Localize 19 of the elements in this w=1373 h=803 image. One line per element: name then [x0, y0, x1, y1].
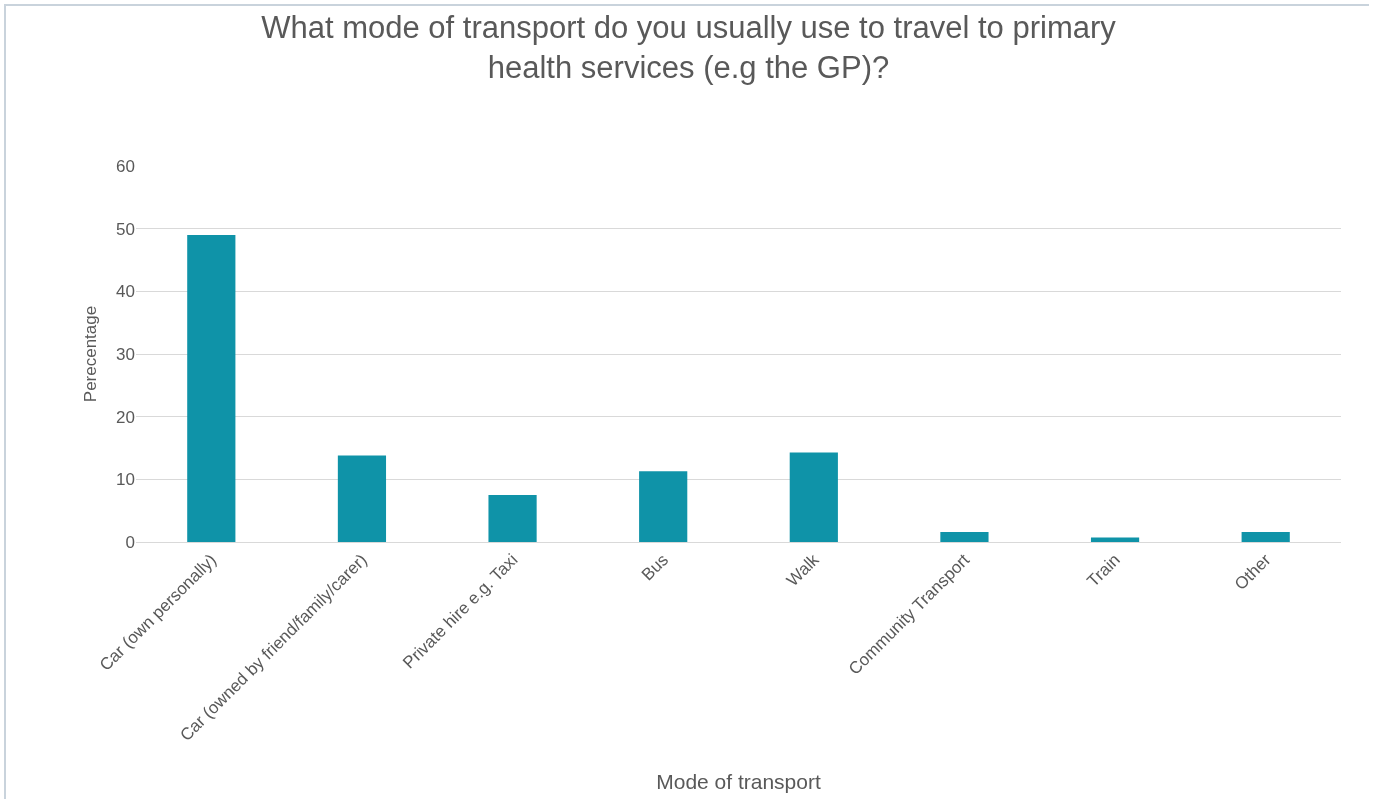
y-axis-title: Perecentage — [80, 305, 100, 403]
bar — [187, 234, 236, 542]
x-tick-label: Bus — [637, 550, 673, 585]
x-axis-title: Mode of transport — [656, 769, 821, 793]
chart-title: What mode of transport do you usually use to travel to primary health services (e.g the GP)? — [261, 9, 1117, 86]
y-tick-label: 0 — [125, 532, 135, 552]
bar — [337, 455, 387, 542]
bar — [1241, 531, 1290, 542]
y-tick-label: 10 — [116, 470, 135, 490]
bar — [1090, 537, 1140, 542]
bar — [789, 452, 838, 542]
y-tick-label: 60 — [116, 156, 135, 176]
y-tick-label: 30 — [116, 344, 135, 364]
bar — [488, 495, 537, 542]
y-tick-label: 50 — [116, 219, 135, 239]
y-tick-label: 20 — [116, 407, 135, 427]
bar — [940, 531, 989, 542]
y-tick-label: 40 — [116, 282, 135, 302]
bar — [639, 471, 688, 542]
